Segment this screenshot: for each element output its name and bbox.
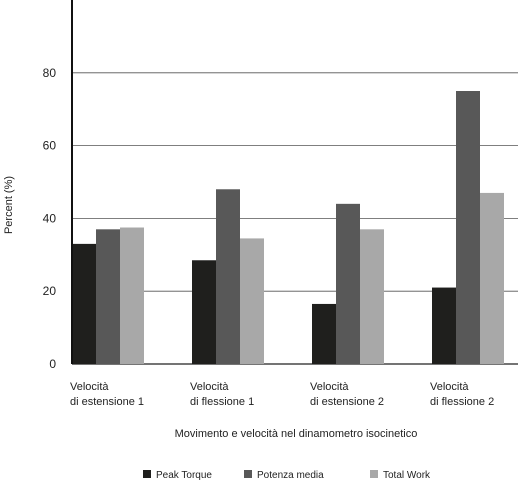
- legend-swatch-peak-torque: [143, 470, 151, 478]
- bar-total-work-4: [480, 192, 504, 364]
- legend: Peak Torque Potenza media Total Work: [143, 470, 431, 481]
- x-category-label: di flessione 1: [190, 396, 254, 408]
- x-category-label: di estensione 1: [70, 396, 144, 408]
- bar-potenza-media-4: [456, 91, 480, 364]
- bar-potenza-media-1: [96, 229, 120, 364]
- x-category-label: Velocità: [310, 381, 349, 393]
- y-tick-label: 80: [43, 66, 57, 80]
- bar-total-work-2: [240, 238, 264, 364]
- bar-potenza-media-3: [336, 203, 360, 364]
- x-category-labels: Velocità di estensione 1 Velocità di flessi…: [70, 381, 494, 408]
- x-axis-title: Movimento e velocità nel dinamometro iso…: [175, 428, 418, 440]
- y-tick-labels: 0 20 40 60 80: [43, 66, 57, 371]
- x-category-label: di estensione 2: [310, 396, 384, 408]
- x-category-label: Velocità: [430, 381, 469, 393]
- legend-label: Potenza media: [257, 470, 324, 481]
- legend-label: Total Work: [383, 470, 431, 481]
- y-axis-title: Percent (%): [3, 176, 15, 234]
- y-tick-label: 20: [43, 284, 57, 298]
- legend-swatch-total-work: [370, 470, 378, 478]
- legend-label: Peak Torque: [156, 470, 212, 481]
- bar-peak-torque-3: [312, 303, 336, 364]
- x-category-label: di flessione 2: [430, 396, 494, 408]
- legend-swatch-potenza-media: [244, 470, 252, 478]
- bar-peak-torque-4: [432, 287, 456, 364]
- y-tick-label: 60: [43, 139, 57, 153]
- bar-total-work-3: [360, 229, 384, 364]
- bar-peak-torque-2: [192, 260, 216, 364]
- bar-total-work-1: [120, 227, 144, 364]
- bar-potenza-media-2: [216, 189, 240, 364]
- y-tick-label: 40: [43, 211, 57, 225]
- x-category-label: Velocità: [190, 381, 229, 393]
- x-category-label: Velocità: [70, 381, 109, 393]
- y-tick-label: 0: [49, 357, 56, 371]
- bars: [72, 91, 504, 364]
- bar-peak-torque-1: [72, 243, 96, 364]
